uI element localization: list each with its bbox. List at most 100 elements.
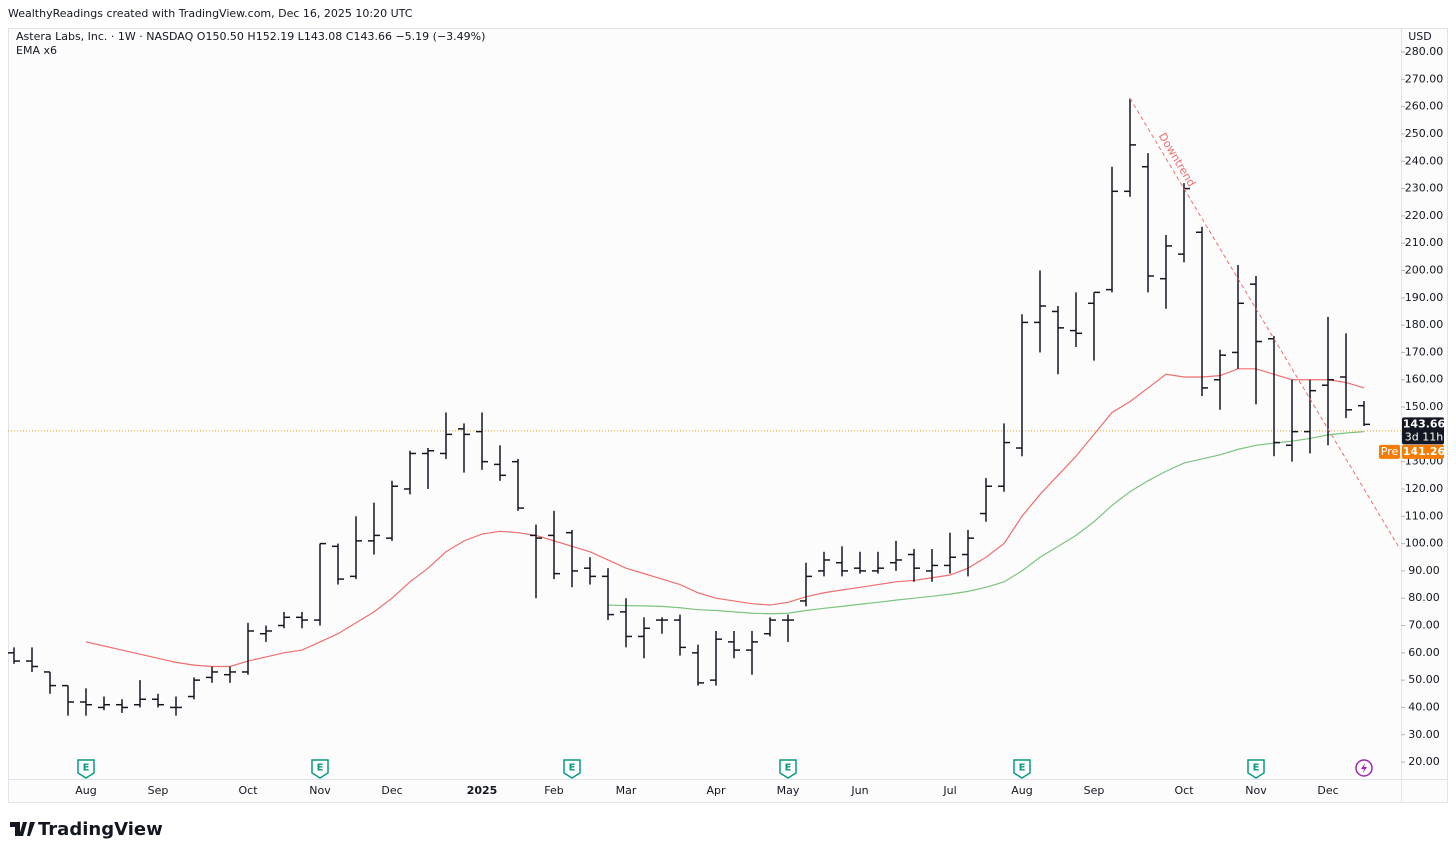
earnings-event: E [311,759,329,779]
lightning-icon [1361,763,1367,773]
brand-logo: TradingView [10,819,163,840]
ohlc-bar [1268,336,1280,457]
event-label: E [1019,763,1026,774]
ema-line [607,431,1365,615]
ohlc-bar [422,448,434,489]
y-tick-label: 280.00 [1405,45,1444,58]
ohlc-bar [134,680,146,708]
y-tick-label: 100.00 [1405,537,1444,550]
chart-frame [8,28,1448,803]
ohlc-bar [962,529,974,577]
earnings-event: E [1013,759,1031,779]
ohlc-bar [656,617,668,634]
ohlc-bar [800,562,812,607]
ohlc-bar [404,450,416,495]
x-tick-label: Nov [309,784,331,797]
ohlc-bar [116,699,128,713]
ohlc-bar [890,540,902,571]
x-tick-label: Mar [616,784,637,797]
ohlc-bar [368,502,380,555]
ohlc-bar [1160,235,1172,309]
earnings-event: E [77,759,95,779]
x-tick-label: Apr [706,784,726,797]
logo-mark [10,822,35,836]
ohlc-bar [1178,183,1190,263]
pre-tag [1379,444,1400,459]
ohlc-bar [170,696,182,716]
ohlc-bar [836,546,848,577]
event-label: E [785,763,792,774]
ohlc-bar [242,622,254,675]
ohlc-bar [1250,275,1262,405]
ohlc-bar [1106,166,1118,293]
ohlc-bar [782,614,794,642]
x-tick-label: Jul [942,784,956,797]
ohlc-bar [1322,316,1334,446]
y-tick-label: 30.00 [1408,728,1440,741]
ohlc-bar [1034,270,1046,353]
ohlc-bar [278,611,290,629]
ohlc-bar [1070,292,1082,347]
ohlc-bar [728,630,740,659]
dividend-event [1355,759,1373,777]
x-tick-label: Oct [238,784,258,797]
x-tick-label: Aug [75,784,96,797]
y-tick-label: 60.00 [1408,646,1440,659]
event-badge [311,759,329,779]
last-price-tag [1402,417,1444,445]
ohlc-bar [764,617,776,637]
ohlc-bar [260,625,272,642]
ohlc-bar [1088,291,1100,361]
ohlc-bar [44,671,56,694]
ohlc-bar [350,516,362,580]
y-tick-label: 210.00 [1405,236,1444,249]
ohlc-bar [206,666,218,683]
ema-line [85,368,1365,668]
y-tick-label: 220.00 [1405,209,1444,222]
event-badge [1013,759,1031,779]
ohlc-bar [476,412,488,470]
trendline [1129,98,1401,550]
ohlc-bar [566,529,578,588]
ohlc-bar [602,568,614,621]
ohlc-bar [332,543,344,585]
x-tick-label: Feb [544,784,563,797]
event-badge [1247,759,1265,779]
ohlc-bar [1286,379,1298,462]
ohlc-bar [1196,226,1208,397]
ohlc-bar [1142,153,1154,293]
ohlc-bar [692,644,704,686]
brand: TradingView [38,819,163,840]
ohlc-bar [944,532,956,574]
y-tick-label: 150.00 [1405,400,1444,413]
y-tick-label: 190.00 [1405,291,1444,304]
event-label: E [317,763,324,774]
y-tick-label: 180.00 [1405,318,1444,331]
ohlc-bar [1016,314,1028,457]
plot-area [8,98,1401,716]
y-tick-label: 240.00 [1405,154,1444,167]
x-tick-label: Jun [850,784,868,797]
event-badge [563,759,581,779]
ohlc-bar [80,688,92,716]
ohlc-bar [440,412,452,459]
countdown-label: 3d 11h [1405,430,1443,443]
earnings-event: E [563,759,581,779]
ohlc-bar [746,630,758,675]
y-tick-label: 170.00 [1405,345,1444,358]
ohlc-bar [314,542,326,626]
x-tick-label: Aug [1011,784,1032,797]
ohlc-bar [494,445,506,481]
ohlc-bar [818,551,830,577]
ohlc-bar [458,423,470,473]
ohlc-bar [908,549,920,582]
x-tick-label: Dec [1317,784,1338,797]
ohlc-bar [188,677,200,700]
pre-tag-label: Pre [1381,445,1399,458]
x-tick-label: Oct [1174,784,1194,797]
event-badge [779,759,797,779]
ohlc-bar [512,458,524,511]
ohlc-bar [926,549,938,582]
y-tick-label: 260.00 [1405,100,1444,113]
